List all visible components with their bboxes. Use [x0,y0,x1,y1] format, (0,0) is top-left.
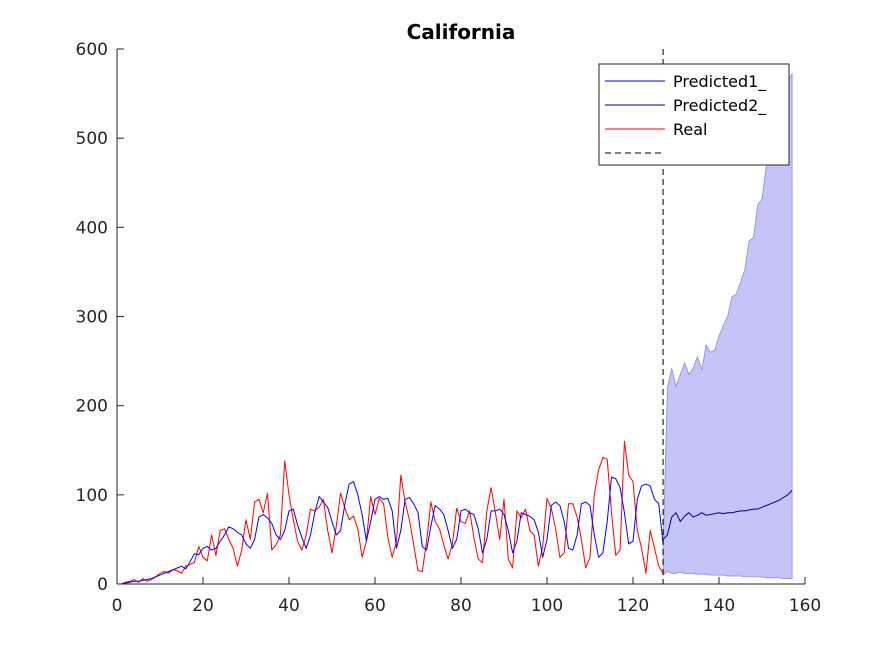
x-tick-label: 100 [531,596,563,616]
y-tick-label: 100 [76,486,108,506]
x-tick-label: 80 [450,596,472,616]
y-tick-label: 300 [76,308,108,328]
y-tick-label: 0 [97,575,108,595]
prediction-band-0 [662,72,793,579]
legend-label-real: Real [673,120,708,139]
x-tick-label: 120 [617,596,649,616]
axes: 0 20 40 60 80 100 120 140 160 0 100 200 300 400 500 600 [76,40,822,616]
legend-label-predicted1: Predicted1_ [673,72,767,92]
legend: Predicted1_ Predicted2_ Real [598,63,790,166]
x-tick-label: 20 [192,596,214,616]
series-line-real [121,440,664,585]
y-tick-label: 600 [76,40,108,60]
x-tick-label: 160 [789,596,821,616]
x-tick-label: 60 [364,596,386,616]
chart-title: California [407,20,516,44]
x-tick-label: 0 [112,596,123,616]
x-tick-label: 40 [278,596,300,616]
y-tick-label: 400 [76,218,108,238]
x-tick-label: 140 [703,596,735,616]
y-tick-label: 500 [76,129,108,149]
legend-label-predicted2: Predicted2_ [673,96,767,116]
plot-area [121,49,793,585]
series-line-predicted2 [662,490,793,540]
series-line-predicted1 [121,476,664,585]
y-tick-label: 200 [76,397,108,417]
